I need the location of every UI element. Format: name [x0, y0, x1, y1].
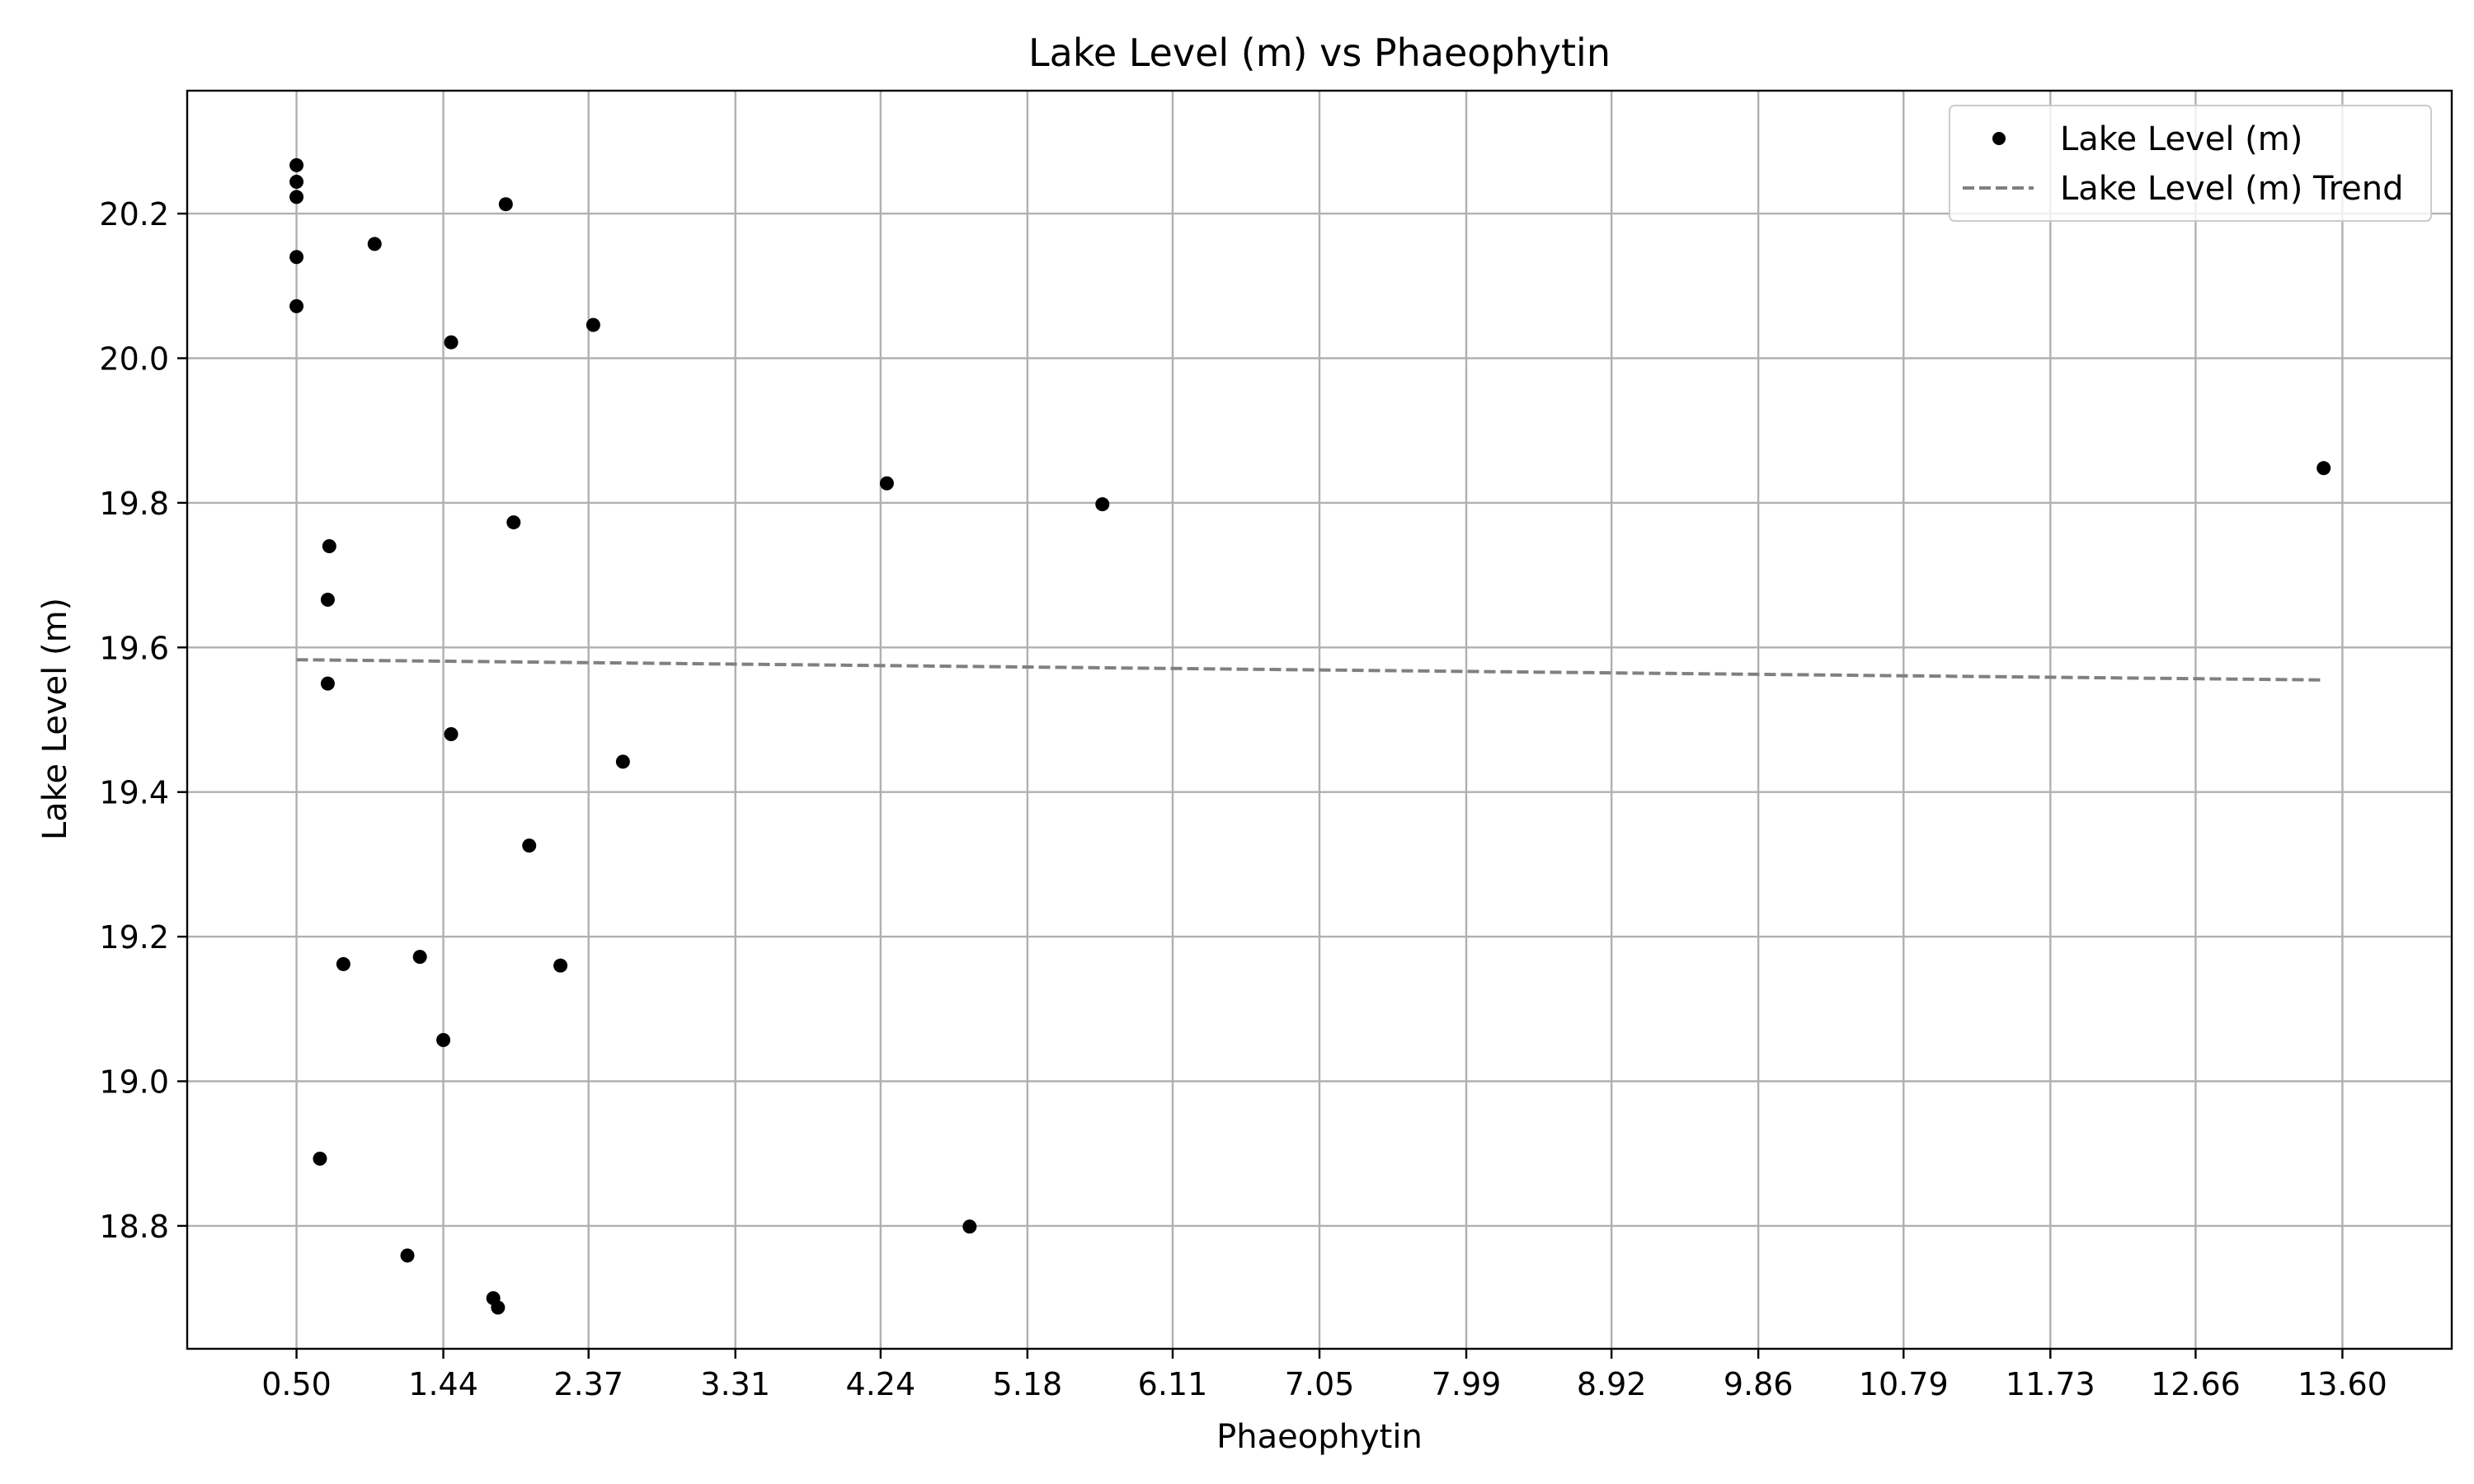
data-point	[320, 592, 335, 607]
data-point	[412, 950, 427, 965]
data-point	[962, 1219, 977, 1234]
y-axis-label: Lake Level (m)	[36, 598, 74, 840]
y-tick-label: 19.6	[99, 630, 169, 666]
y-tick-label: 20.2	[99, 196, 169, 232]
x-tick-label: 3.31	[700, 1366, 770, 1402]
grid	[187, 91, 2452, 1349]
y-tick-label: 18.8	[99, 1209, 169, 1245]
trend-layer	[296, 658, 2324, 682]
data-point	[498, 197, 513, 212]
x-tick-label: 1.44	[408, 1366, 478, 1402]
data-point	[491, 1300, 506, 1315]
trend-line	[296, 658, 2324, 682]
y-tick-label: 19.4	[99, 775, 169, 811]
data-point	[615, 754, 630, 769]
data-point	[336, 956, 350, 971]
data-point	[320, 676, 335, 691]
x-tick-label: 13.60	[2298, 1366, 2387, 1402]
data-point	[367, 237, 382, 251]
x-tick-label: 6.11	[1138, 1366, 1208, 1402]
y-axis-ticks: 18.8 19.0 19.2 19.4 19.6 19.8 20.0 20.2	[99, 196, 187, 1245]
legend-box	[1949, 105, 2432, 222]
data-point	[444, 727, 459, 742]
y-tick-label: 19.0	[99, 1064, 169, 1101]
x-tick-label: 2.37	[553, 1366, 623, 1402]
x-tick-label: 9.86	[1724, 1366, 1794, 1402]
x-tick-label: 7.99	[1432, 1366, 1502, 1402]
data-point	[289, 157, 304, 172]
chart-title: Lake Level (m) vs Phaeophytin	[1028, 31, 1611, 75]
data-point	[313, 1151, 327, 1166]
y-tick-label: 20.0	[99, 340, 169, 377]
data-point	[879, 476, 894, 491]
x-axis-ticks: 0.50 1.44 2.37 3.31 4.24 5.18 6.11 7.05 7.99 8.92…	[261, 1349, 2387, 1402]
data-point	[436, 1033, 451, 1048]
legend-label-trend: Lake Level (m) Trend	[2060, 170, 2404, 208]
x-tick-label: 11.73	[2006, 1366, 2095, 1402]
data-point	[322, 539, 336, 554]
data-point	[289, 298, 304, 313]
data-point	[522, 838, 537, 853]
y-tick-label: 19.8	[99, 486, 169, 522]
data-point	[400, 1248, 415, 1263]
data-point	[586, 317, 600, 332]
legend-scatter-marker	[1992, 132, 2006, 145]
data-point	[1095, 497, 1110, 512]
data-point	[289, 250, 304, 265]
points-layer	[289, 157, 2331, 1315]
x-tick-label: 7.05	[1285, 1366, 1355, 1402]
x-tick-label: 0.50	[261, 1366, 332, 1402]
legend-label-scatter: Lake Level (m)	[2060, 120, 2302, 158]
legend: Lake Level (m) Lake Level (m) Trend	[1949, 105, 2432, 222]
x-axis-label: Phaeophytin	[1216, 1418, 1423, 1456]
x-tick-label: 5.18	[993, 1366, 1063, 1402]
x-tick-label: 8.92	[1577, 1366, 1647, 1402]
data-point	[506, 515, 521, 530]
x-tick-label: 4.24	[846, 1366, 916, 1402]
y-tick-label: 19.2	[99, 919, 169, 956]
x-tick-label: 10.79	[1859, 1366, 1949, 1402]
data-point	[289, 175, 304, 190]
data-point	[444, 335, 459, 350]
data-point	[2316, 461, 2331, 476]
x-tick-label: 12.66	[2151, 1366, 2241, 1402]
data-point	[553, 958, 568, 973]
data-point	[289, 190, 304, 204]
